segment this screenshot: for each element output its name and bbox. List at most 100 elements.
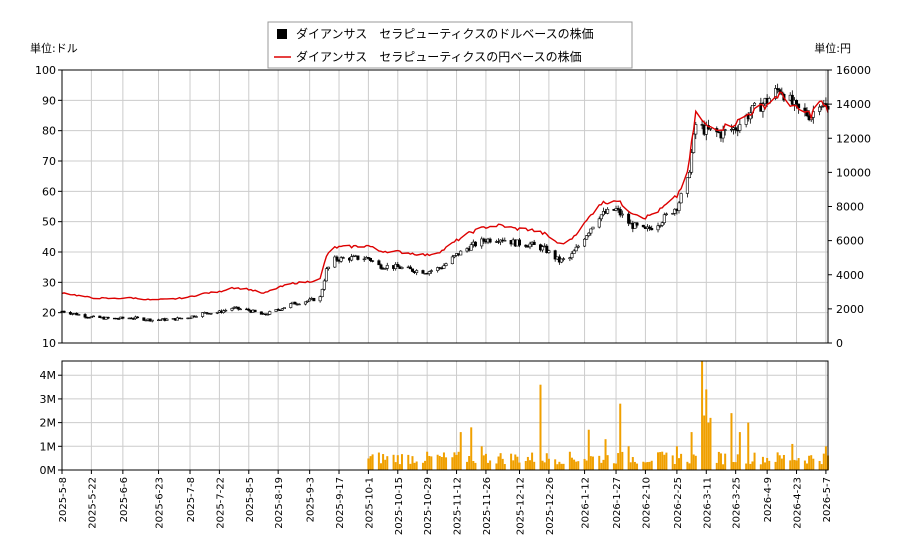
candle-body — [209, 312, 213, 315]
volume-bar — [497, 456, 500, 470]
volume-bar — [648, 461, 651, 470]
volume-bar — [575, 461, 578, 470]
x-tick-label: 2026-2-25 — [673, 477, 684, 529]
candle-body — [91, 315, 95, 318]
candle-body — [98, 315, 102, 318]
volume-bar — [518, 462, 521, 470]
candle-body — [518, 239, 522, 246]
candle-body — [776, 88, 780, 90]
volume-bar — [457, 451, 460, 470]
candle-body — [289, 303, 293, 308]
volume-plot-frame — [61, 360, 829, 471]
candle-body — [159, 319, 163, 321]
candle-body — [753, 102, 757, 106]
x-tick-label: 2026-4-23 — [793, 477, 804, 529]
volume-bar — [545, 453, 548, 470]
candle-body — [662, 214, 666, 223]
volume-bar — [734, 462, 737, 470]
volume-bar — [789, 460, 792, 470]
volume-bar — [421, 462, 424, 470]
volume-bar — [541, 460, 544, 470]
volume-bar — [631, 457, 634, 470]
right-tick-label: 14000 — [836, 98, 871, 111]
candle-body — [671, 213, 675, 215]
volume-bar — [430, 456, 433, 470]
volume-bar — [570, 457, 573, 470]
volume-bar — [379, 463, 382, 470]
volume-bar — [556, 464, 559, 470]
volume-bar — [426, 451, 429, 470]
candle-body — [335, 256, 339, 261]
candle-body — [708, 128, 712, 130]
candle-body — [528, 243, 532, 248]
candle-body — [383, 268, 387, 270]
candle-body — [694, 124, 698, 135]
candle-body — [545, 245, 549, 253]
x-tick-label: 2025-12-12 — [516, 477, 527, 535]
volume-bar — [703, 415, 706, 470]
left-tick-label: 60 — [42, 185, 56, 198]
candle-body — [429, 270, 433, 272]
candle-body — [415, 270, 419, 273]
volume-bar — [782, 454, 785, 470]
grid-layer — [61, 69, 828, 471]
volume-bar — [386, 456, 389, 470]
candle-body — [320, 289, 324, 297]
volume-bar — [793, 459, 796, 470]
volume-bar — [440, 456, 443, 470]
volume-bar — [396, 455, 399, 470]
candle-body — [366, 257, 370, 259]
candle-body — [303, 301, 307, 305]
volume-bar — [480, 446, 483, 470]
candle-body — [656, 225, 660, 231]
volume-bar — [562, 463, 565, 470]
x-tick-label: 2025-8-19 — [274, 477, 285, 529]
candle-body — [427, 271, 431, 274]
volume-bar — [690, 432, 693, 470]
volume-bar — [705, 389, 708, 470]
candle-body — [106, 316, 110, 319]
candle-body — [803, 107, 807, 111]
volume-bar — [573, 459, 576, 470]
x-tick-label: 2025-9-17 — [335, 477, 346, 529]
candle-body — [818, 106, 822, 112]
candle-body — [75, 312, 79, 316]
volume-bar — [768, 460, 771, 470]
volume-bar — [409, 463, 412, 470]
volume-bar — [558, 461, 561, 470]
volume-bar — [526, 456, 529, 470]
price-plot-frame — [61, 69, 829, 344]
candle-body — [410, 268, 414, 272]
volume-bar — [694, 455, 697, 470]
candle-body — [599, 214, 603, 220]
volume-bar — [489, 460, 492, 470]
volume-bar — [778, 455, 781, 470]
candle-body — [774, 88, 778, 99]
volume-bar — [516, 456, 519, 470]
candle-body — [379, 264, 383, 269]
volume-bar — [749, 463, 752, 470]
volume-bar — [528, 460, 531, 470]
candle-body — [215, 312, 219, 314]
candle-body — [188, 317, 192, 320]
volume-bar — [730, 413, 733, 470]
volume-bar — [554, 459, 557, 470]
x-tick-label: 2025-11-12 — [453, 477, 464, 535]
x-tick-label: 2025-10-15 — [394, 477, 405, 535]
candle-body — [576, 245, 580, 248]
volume-bar — [810, 455, 813, 470]
volume-bar — [774, 461, 777, 470]
candle-body — [117, 318, 121, 320]
x-tick-label: 2025-10-29 — [423, 477, 434, 535]
volume-bar — [808, 455, 811, 470]
candle-body — [795, 99, 799, 105]
volume-bar — [657, 452, 660, 470]
volume-bar — [722, 464, 725, 470]
candle-body — [205, 312, 209, 314]
volume-bar — [719, 453, 722, 470]
candle-body — [222, 310, 226, 313]
volume-bar — [822, 453, 825, 470]
candle-body — [574, 246, 578, 252]
x-tick-label: 2025-9-3 — [306, 477, 317, 522]
